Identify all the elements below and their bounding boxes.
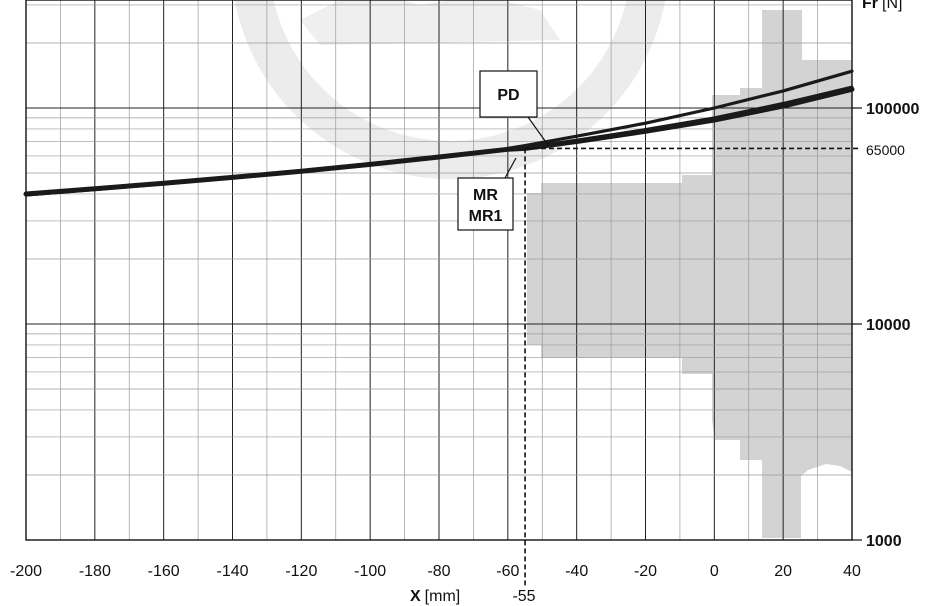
- x-tick-label: -200: [10, 563, 42, 580]
- mr-leader-line: [504, 157, 517, 179]
- x-tick-label: -80: [427, 563, 450, 580]
- plot-frame: [25, 0, 853, 541]
- mr-label: MR: [473, 187, 498, 204]
- x-tick-label: -180: [79, 563, 111, 580]
- series-line-mr1: [24, 85, 854, 197]
- pd-leader-line: [527, 116, 549, 146]
- x-tick-labels: -200 -180 -160 -140 -120 -100 -80 -60 -40 -20 0 20 4…: [10, 563, 861, 580]
- x-tick-label: -120: [285, 563, 317, 580]
- x-tick-label: 0: [710, 563, 719, 580]
- y-tick-labels: 100000 10000 1000: [852, 101, 919, 550]
- mr1-label: MR1: [469, 208, 503, 225]
- motor-silhouette: [527, 10, 852, 538]
- x-tick-label: -140: [216, 563, 248, 580]
- y-tick-label: 10000: [866, 317, 911, 334]
- series-line-pd: [506, 69, 854, 150]
- x-axis-title: X [mm]: [410, 588, 460, 605]
- x-tick-label: -160: [148, 563, 180, 580]
- x-tick-label: -20: [634, 563, 657, 580]
- y-axis-title: Fr [N]: [862, 0, 902, 12]
- pd-label: PD: [497, 87, 519, 104]
- pd-label-box: [479, 70, 538, 118]
- load-curves: [23, 69, 855, 197]
- reference-x-label: -55: [512, 588, 535, 605]
- y-tick-label: 1000: [866, 533, 902, 550]
- reference-y-label: 65000: [866, 142, 905, 158]
- x-tick-label: 20: [774, 563, 792, 580]
- x-tick-label: 40: [843, 563, 861, 580]
- mr-label-box: [457, 177, 514, 231]
- watermark-logo: [234, 0, 666, 179]
- x-tick-label: -40: [565, 563, 588, 580]
- x-tick-label: -100: [354, 563, 386, 580]
- y-tick-label: 100000: [866, 101, 919, 118]
- x-tick-label: -60: [496, 563, 519, 580]
